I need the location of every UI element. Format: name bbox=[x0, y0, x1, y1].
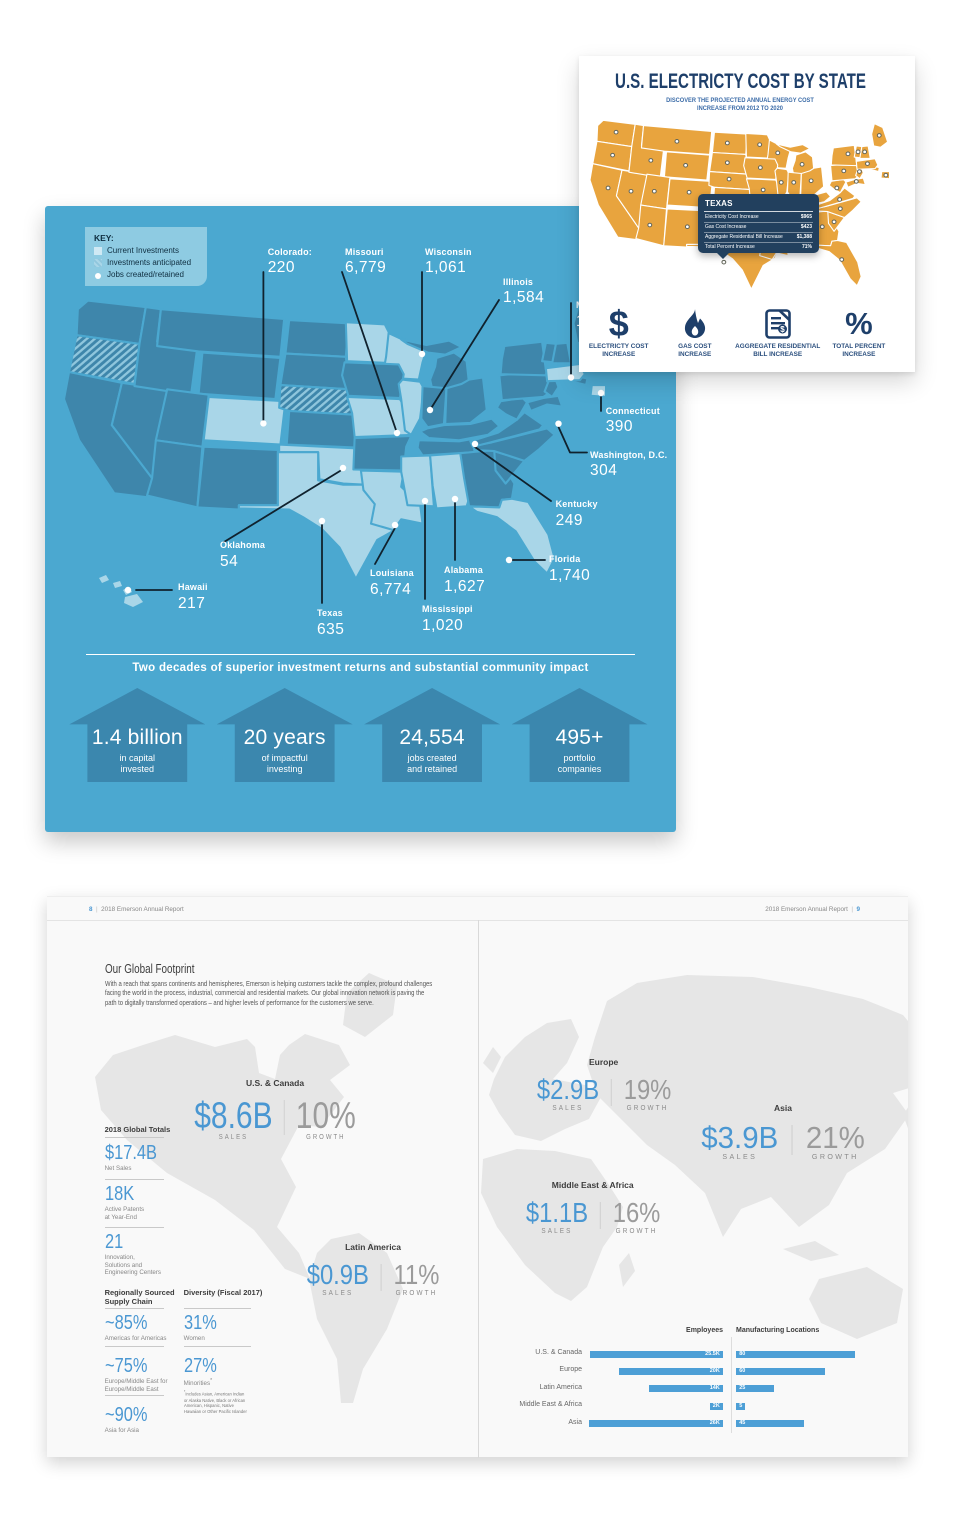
svg-text:$: $ bbox=[780, 325, 785, 334]
